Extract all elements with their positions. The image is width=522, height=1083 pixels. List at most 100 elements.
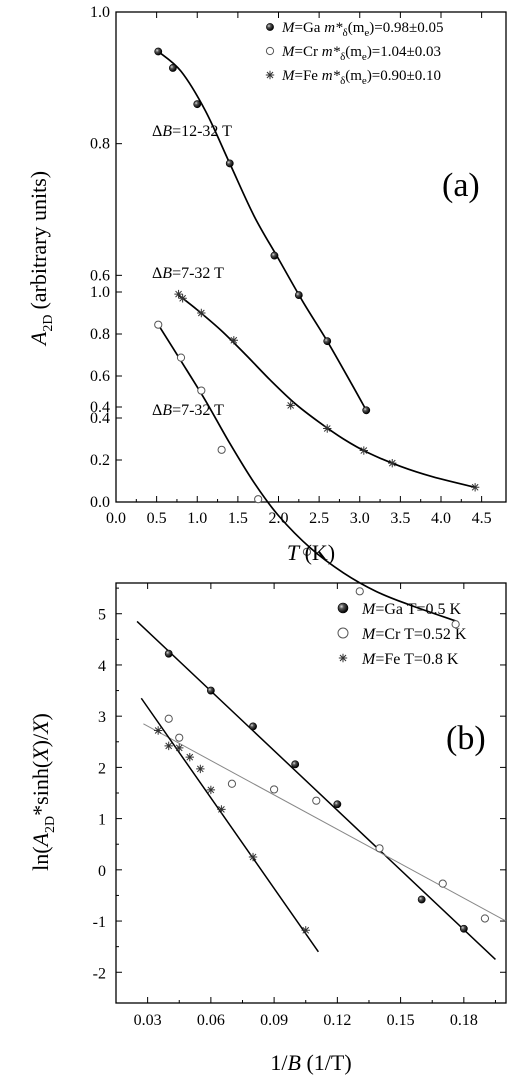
x-tick-label: 0.18	[450, 1012, 478, 1029]
data-point-b-2	[153, 726, 163, 735]
legend-entry-fe-b: M=Fe T=0.8 K	[361, 651, 459, 668]
y-tick-label: 1	[98, 812, 106, 829]
panel-a-legend: M=Ga m*δ(me)=0.98±0.05 M=Cr m*δ(me)=1.04…	[265, 20, 443, 87]
x-tick-label: 1.5	[228, 510, 248, 527]
y-tick-label: -1	[93, 914, 106, 931]
annotation-delta-b-ga: ΔB=12-32 T	[152, 123, 232, 140]
x-tick-label: 2.5	[309, 510, 329, 527]
data-point-b-2	[301, 926, 310, 935]
y-tick-label: 0	[98, 863, 106, 880]
x-tick-label: 4.5	[472, 510, 492, 527]
data-point-a-2	[286, 401, 295, 410]
x-tick-label: 0.12	[323, 1012, 351, 1029]
data-point-b-2	[217, 805, 226, 814]
y-tick-label: 0.8	[90, 136, 110, 153]
y-tick-label: 1.0	[90, 4, 110, 21]
y-tick-label: 0.2	[90, 452, 110, 469]
data-point-a-1	[451, 620, 460, 629]
y-tick-label: 0.8	[90, 326, 110, 343]
y-tick-label: 3	[98, 709, 106, 726]
panel-b-x-axis-title: 1/B (1/T)	[270, 1050, 351, 1075]
legend-marker-b-1	[337, 627, 349, 639]
data-point-a-0	[323, 337, 332, 346]
y-tick-label: 4	[98, 658, 106, 675]
data-point-a-2	[470, 483, 480, 492]
data-point-b-0	[249, 722, 257, 731]
data-point-b-0	[417, 895, 426, 904]
x-tick-label: 3.0	[350, 510, 370, 527]
legend-entry-cr-b: M=Cr T=0.52 K	[361, 626, 467, 643]
y-tick-label: 0.4	[90, 399, 110, 416]
x-tick-label: 0.06	[197, 1012, 225, 1029]
data-point-b-0	[291, 760, 300, 769]
legend-marker-a-1	[265, 46, 275, 56]
data-point-b-0	[459, 924, 468, 933]
y-tick-label: -2	[93, 965, 106, 982]
x-tick-label: 1.0	[187, 510, 207, 527]
y-tick-label: 0.0	[90, 494, 110, 511]
fit-line-b-1	[143, 723, 507, 922]
panel-a-frame	[115, 11, 507, 503]
legend-marker-b-0	[337, 602, 349, 614]
x-tick-label: 3.5	[390, 510, 410, 527]
data-point-a-1	[217, 445, 226, 454]
panel-b-y-ticks: -2 -1 0 1 2 3 4 5	[93, 587, 506, 982]
data-point-a-1	[197, 386, 206, 395]
x-tick-label: 0.5	[147, 510, 167, 527]
x-tick-label: 0.0	[106, 510, 126, 527]
legend-marker-a-2	[265, 70, 275, 80]
data-point-a-0	[168, 64, 177, 72]
fit-line-b-2	[140, 697, 319, 953]
data-point-b-2	[196, 764, 205, 774]
data-point-a-0	[294, 291, 303, 299]
fit-line-b-0	[136, 620, 496, 961]
y-tick-label: 0.6	[90, 368, 110, 385]
panel-b-x-ticks: 0.03 0.06 0.09 0.12 0.15 0.18	[134, 583, 496, 1029]
data-point-b-2	[164, 741, 173, 751]
annotation-delta-b-cr: ΔB=7-32 T	[152, 265, 224, 282]
data-point-b-1	[270, 785, 279, 794]
annotation-delta-b-fe: ΔB=7-32 T	[152, 402, 224, 419]
legend-marker-a-0	[266, 23, 274, 31]
data-point-b-0	[164, 649, 173, 658]
data-point-a-1	[176, 353, 186, 362]
panel-a-x-axis-title: T (K)	[287, 540, 335, 565]
x-tick-label: 0.15	[387, 1012, 415, 1029]
x-tick-label: 2.0	[269, 510, 289, 527]
data-point-b-1	[438, 879, 447, 888]
fit-curve-a-0	[157, 50, 367, 411]
data-point-b-2	[248, 852, 258, 862]
data-point-a-2	[174, 289, 183, 299]
data-point-a-2	[178, 294, 187, 303]
y-tick-label: 5	[98, 607, 106, 624]
data-point-b-2	[185, 752, 194, 762]
data-point-b-1	[312, 796, 321, 805]
panel-b-label: (b)	[446, 720, 486, 757]
data-point-b-2	[206, 785, 216, 795]
data-point-b-0	[206, 686, 215, 695]
data-point-a-2	[229, 336, 239, 345]
x-tick-label: 4.0	[431, 510, 451, 527]
y-tick-label: 1.0	[90, 284, 110, 301]
data-point-a-0	[193, 100, 202, 109]
data-point-b-2	[175, 743, 184, 753]
y-tick-label: 2	[98, 760, 106, 777]
legend-entry-ga: M=Ga m*δ(me)=0.98±0.05	[281, 20, 443, 39]
data-point-a-0	[154, 47, 163, 56]
data-point-b-0	[333, 800, 342, 809]
data-point-a-2	[359, 446, 369, 455]
legend-entry-fe: M=Fe m*δ(me)=0.90±0.10	[281, 68, 441, 87]
data-point-a-2	[388, 458, 397, 468]
panel-b-legend-markers	[337, 602, 349, 663]
data-point-a-1	[154, 320, 163, 329]
data-point-b-1	[480, 914, 490, 923]
data-point-a-0	[362, 406, 371, 415]
panel-b-plot-area	[136, 620, 507, 961]
fit-curve-a-2	[178, 294, 476, 489]
panel-a-x-ticks: 0.0 0.5 1.0 1.5 2.0 2.5 3.0 3.5 4.0 4.5	[106, 12, 492, 527]
panel-a-plot-area	[154, 47, 480, 629]
data-point-a-2	[197, 308, 206, 318]
data-point-a-1	[302, 547, 312, 556]
panel-a-legend-markers	[265, 23, 275, 80]
